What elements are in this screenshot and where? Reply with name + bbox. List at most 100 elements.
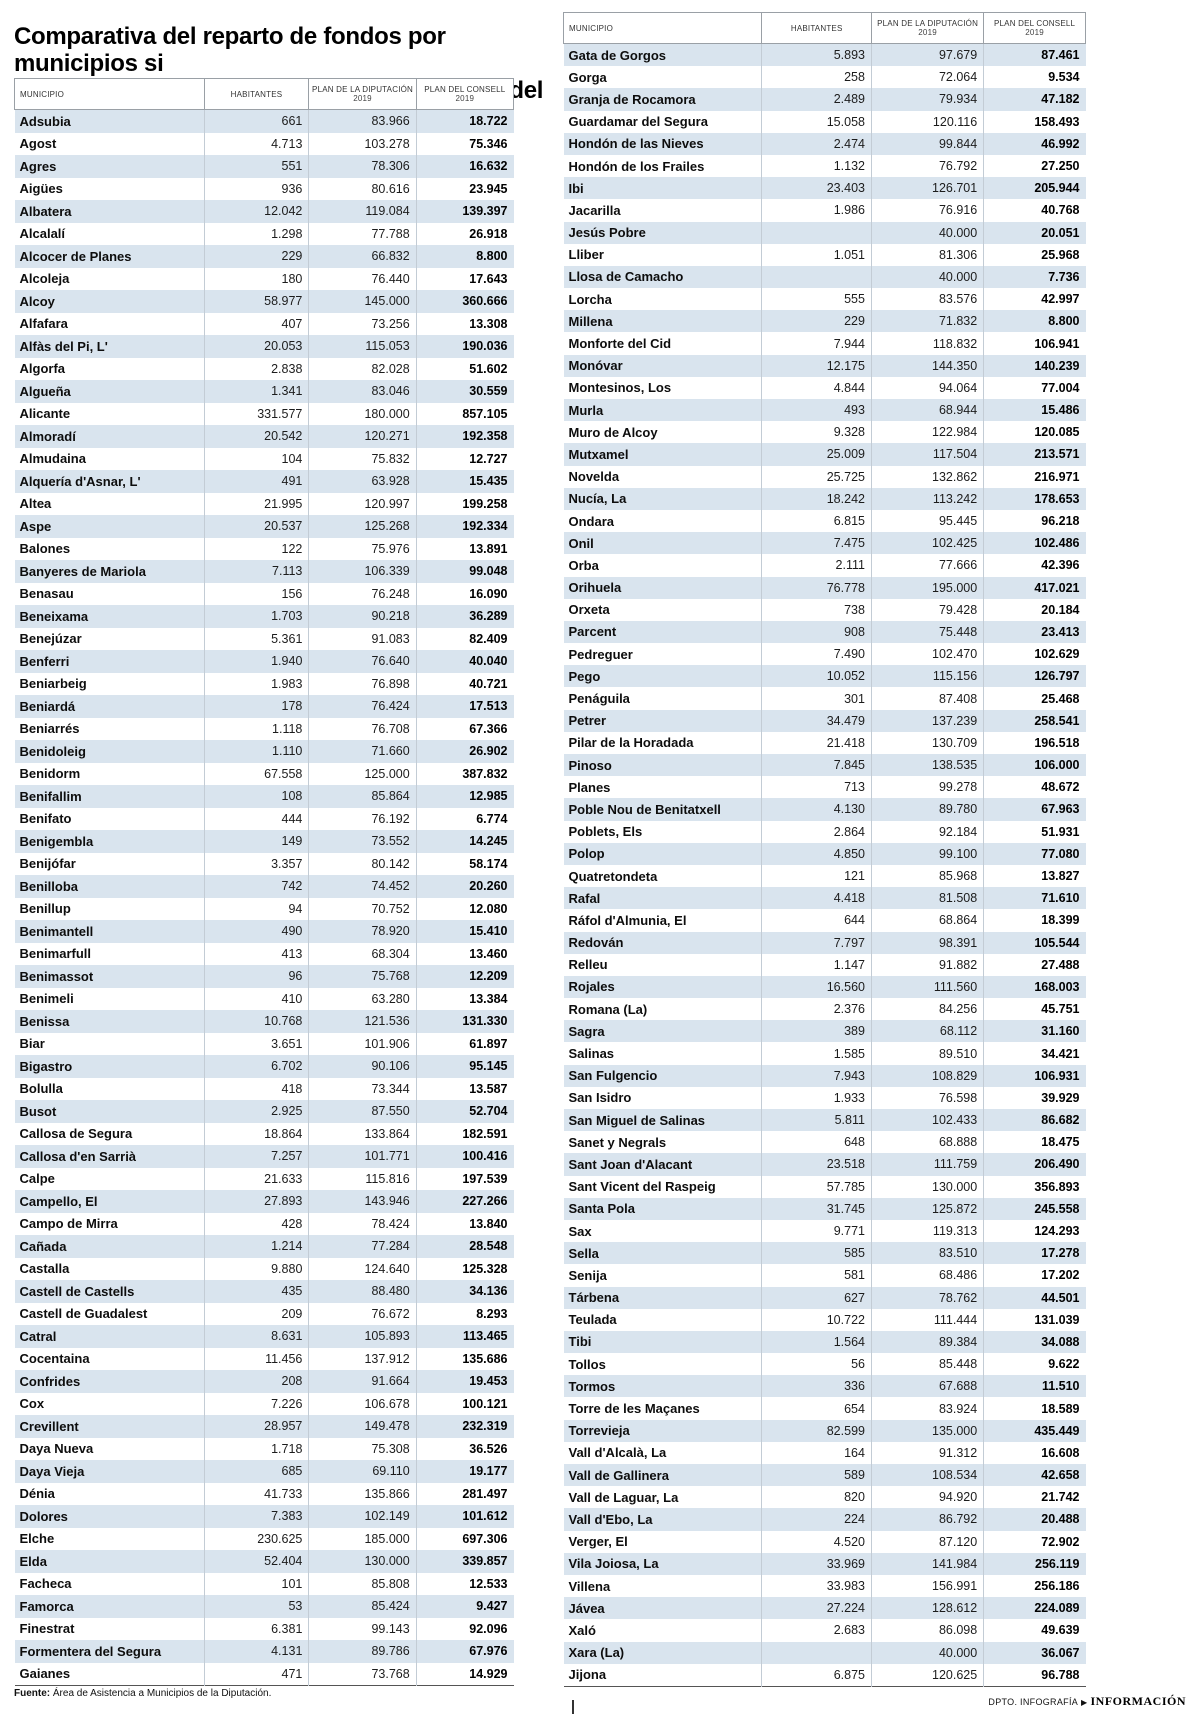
table-row: Hondón de las Nieves 2.474 99.844 46.992 — [563, 132, 1086, 155]
plan-consell-cell: 158.493 — [983, 110, 1086, 133]
habitantes-cell: 428 — [203, 1212, 309, 1235]
table-row: Vila Joiosa, La 33.969 141.984 256.119 — [563, 1552, 1086, 1575]
municipio-cell: Castell de Guadalest — [19, 1306, 148, 1322]
plan-diputacion-cell: 90.218 — [308, 605, 417, 628]
plan-consell-cell: 31.160 — [983, 1020, 1086, 1043]
plan-consell-cell: 15.435 — [415, 470, 514, 493]
plan-consell-cell: 192.358 — [415, 425, 514, 448]
municipio-cell: Sax — [568, 1223, 592, 1239]
municipio-cell: Almoradí — [14, 425, 205, 448]
table-row: Salinas 1.585 89.510 34.421 — [564, 1042, 1086, 1065]
table-row: Santa Pola 31.745 125.872 245.558 — [563, 1197, 1086, 1220]
municipio-cell: Relleu — [568, 957, 608, 973]
plan-consell-cell: 435.449 — [983, 1419, 1086, 1442]
table-row: Teulada 10.722 111.444 131.039 — [564, 1308, 1086, 1331]
plan-diputacion-cell: 76.192 — [308, 807, 417, 830]
plan-consell-cell: 192.334 — [415, 515, 514, 538]
table-row: Lliber 1.051 81.306 25.968 — [564, 243, 1086, 266]
plan-consell-cell: 36.289 — [415, 605, 514, 628]
plan-diputacion-cell: 83.576 — [870, 288, 984, 311]
table-row: Senija 581 68.486 17.202 — [564, 1264, 1086, 1287]
plan-consell-cell: 61.897 — [415, 1032, 514, 1055]
plan-diputacion-cell: 72.064 — [870, 66, 984, 89]
habitantes-cell: 58.977 — [203, 290, 309, 313]
table-row: Gata de Gorgos 5.893 97.679 87.461 — [563, 43, 1086, 67]
table-row: Benifallim 108 85.864 12.985 — [14, 785, 514, 808]
plan-diputacion-cell: 75.308 — [308, 1437, 417, 1460]
municipio-cell: Algorfa — [19, 361, 66, 377]
habitantes-cell: 5.361 — [203, 627, 309, 650]
municipio-cell: Campo de Mirra — [19, 1216, 118, 1232]
municipio-cell: Callosa d'en Sarrià — [14, 1145, 205, 1168]
table-row: Benigembla 149 73.552 14.245 — [14, 830, 514, 853]
table-row: Xara (La) 40.000 36.067 — [563, 1641, 1086, 1664]
municipio-cell: Pedreguer — [568, 646, 633, 662]
habitantes-cell: 7.490 — [761, 643, 872, 666]
habitantes-cell: 7.383 — [203, 1505, 309, 1528]
municipio-cell: Dénia — [19, 1486, 55, 1502]
habitantes-cell: 2.376 — [761, 998, 872, 1021]
table-row: Aspe 20.537 125.268 192.334 — [14, 515, 514, 538]
table-row: Novelda 25.725 132.862 216.971 — [564, 465, 1086, 488]
plan-consell-cell: 182.591 — [415, 1122, 514, 1145]
habitantes-cell: 493 — [761, 399, 872, 422]
habitantes-cell: 104 — [203, 447, 309, 470]
municipio-cell: Xara (La) — [563, 1641, 762, 1664]
table-row: Alicante 331.577 180.000 857.105 — [15, 402, 514, 425]
table-row: Benimeli 410 63.280 13.384 — [15, 987, 514, 1010]
table-row: San Fulgencio 7.943 108.829 106.931 — [563, 1064, 1086, 1087]
arrow-right-icon: ▶ — [1081, 1698, 1088, 1707]
municipio-cell: Daya Nueva — [19, 1441, 94, 1457]
plan-consell-cell: 18.589 — [983, 1397, 1086, 1420]
plan-consell-cell: 13.587 — [415, 1077, 514, 1100]
habitantes-cell: 9.328 — [761, 421, 872, 444]
habitantes-cell: 57.785 — [761, 1175, 872, 1198]
municipio-cell: Teulada — [568, 1312, 617, 1328]
plan-diputacion-cell: 185.000 — [308, 1527, 417, 1550]
plan-consell-cell: 199.258 — [415, 492, 514, 515]
table-row: Mutxamel 25.009 117.504 213.571 — [563, 443, 1086, 466]
plan-diputacion-cell: 68.112 — [870, 1020, 984, 1043]
municipio-cell: Benidoleig — [14, 740, 205, 763]
habitantes-cell: 648 — [761, 1131, 872, 1154]
habitantes-cell: 7.257 — [203, 1145, 309, 1168]
table-row: Catral 8.631 105.893 113.465 — [14, 1325, 514, 1348]
plan-diputacion-cell: 68.944 — [870, 399, 984, 422]
table-row: Alcoy 58.977 145.000 360.666 — [14, 290, 514, 313]
plan-diputacion-cell: 95.445 — [870, 509, 984, 533]
table-row: Beneixama 1.703 90.218 36.289 — [14, 605, 514, 628]
habitantes-cell: 491 — [203, 470, 309, 493]
plan-diputacion-cell: 76.640 — [308, 650, 417, 673]
habitantes-cell: 53 — [203, 1595, 309, 1618]
plan-diputacion-cell: 77.284 — [308, 1235, 417, 1258]
municipio-cell: Redován — [563, 931, 762, 954]
table-row: Tárbena 627 78.762 44.501 — [563, 1286, 1086, 1309]
table-row: Murla 493 68.944 15.486 — [563, 399, 1086, 422]
municipio-cell: Agost — [19, 136, 57, 152]
table-row: Benejúzar 5.361 91.083 82.409 — [15, 627, 514, 650]
municipio-cell: Senija — [568, 1267, 607, 1283]
habitantes-cell: 23.518 — [761, 1153, 872, 1176]
habitantes-cell: 4.713 — [203, 132, 309, 155]
habitantes-cell: 8.631 — [203, 1325, 309, 1348]
plan-consell-cell: 16.608 — [983, 1441, 1086, 1464]
column-header-plan-consell: PLAN DEL CONSELL 2019 — [983, 12, 1086, 44]
plan-consell-cell: 9.427 — [415, 1595, 514, 1618]
table-row: Redován 7.797 98.391 105.544 — [563, 931, 1086, 954]
plan-diputacion-cell: 76.440 — [308, 267, 417, 290]
municipio-cell: Hondón de los Frailes — [568, 158, 705, 174]
habitantes-cell: 27.224 — [761, 1597, 872, 1620]
table-row: Alquería d'Asnar, L' 491 63.928 15.435 — [14, 470, 514, 493]
plan-diputacion-cell: 144.350 — [870, 354, 984, 377]
habitantes-cell: 7.475 — [761, 532, 872, 555]
plan-consell-cell: 178.653 — [983, 487, 1086, 510]
plan-diputacion-cell: 94.064 — [870, 376, 984, 399]
municipio-cell: Xaló — [568, 1622, 596, 1638]
plan-diputacion-cell: 79.934 — [870, 88, 984, 111]
plan-consell-cell: 27.488 — [983, 953, 1086, 976]
plan-diputacion-cell: 86.792 — [870, 1508, 984, 1531]
table-row: Tibi 1.564 89.384 34.088 — [563, 1330, 1086, 1354]
table-row: Alcocer de Planes 229 66.832 8.800 — [14, 245, 514, 268]
table-row: Benidoleig 1.110 71.660 26.902 — [14, 740, 514, 763]
table-row: Lorcha 555 83.576 42.997 — [564, 288, 1086, 311]
